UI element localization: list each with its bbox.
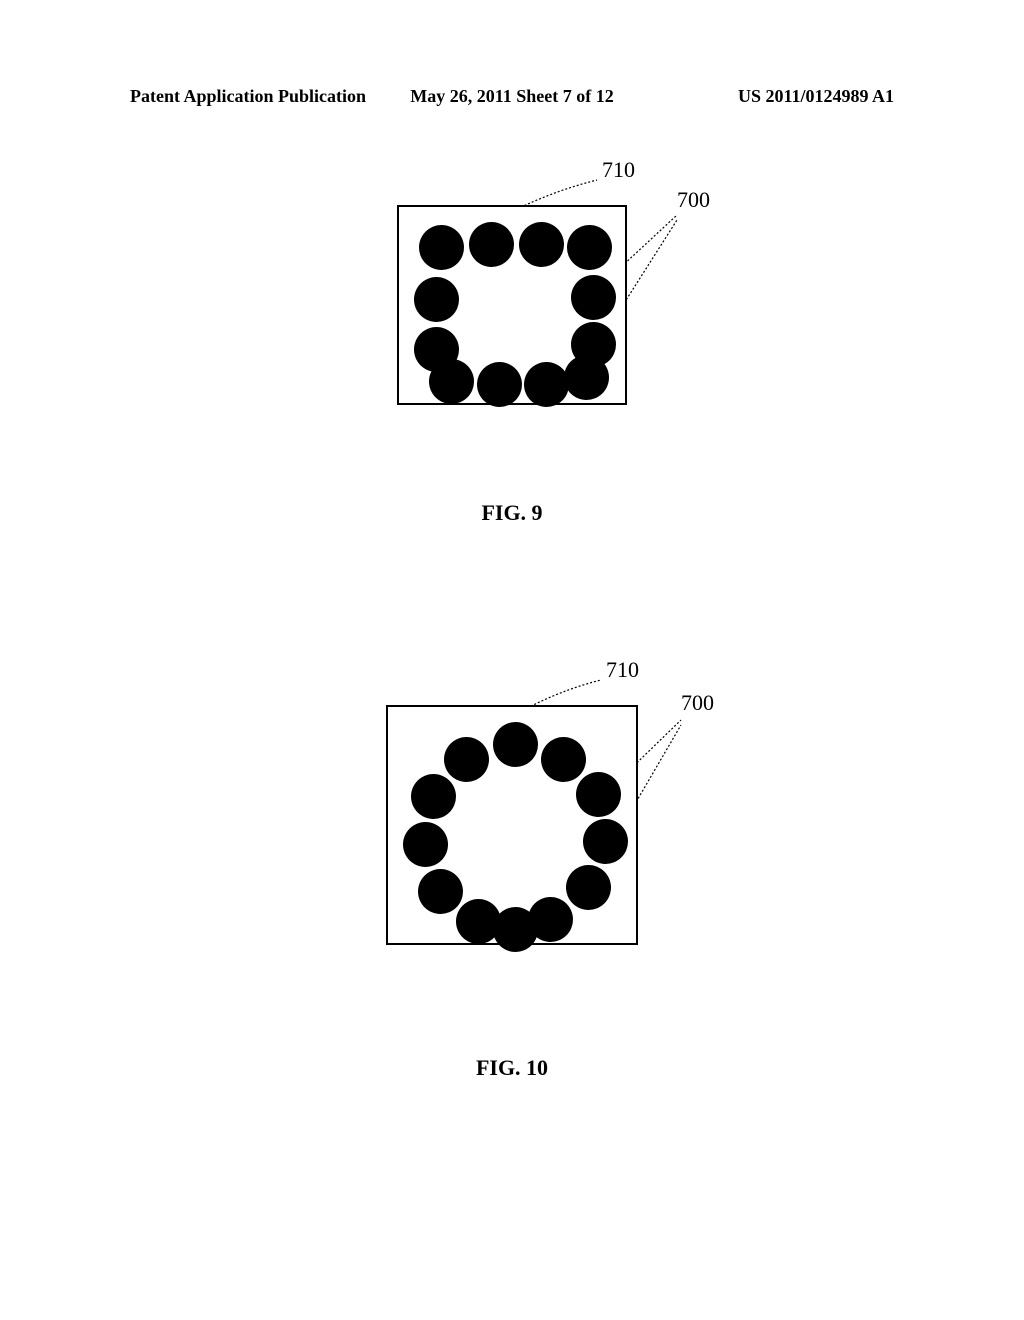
circle-element <box>567 225 612 270</box>
circle-element <box>419 225 464 270</box>
figure-9-caption: FIG. 9 <box>481 500 542 526</box>
circle-element <box>564 355 609 400</box>
label-710-fig10: 710 <box>606 657 639 683</box>
circle-element <box>576 772 621 817</box>
circle-element <box>411 774 456 819</box>
circle-element <box>571 275 616 320</box>
circle-element <box>524 362 569 407</box>
circle-element <box>414 277 459 322</box>
circle-element <box>418 869 463 914</box>
figure-9-container: 710 700 <box>397 205 627 405</box>
label-700-fig9: 700 <box>677 187 710 213</box>
circle-element <box>493 907 538 952</box>
figure-10-container: 710 700 <box>386 705 638 945</box>
circle-element <box>519 222 564 267</box>
header-date-sheet: May 26, 2011 Sheet 7 of 12 <box>385 86 640 107</box>
circle-element <box>566 865 611 910</box>
circle-element <box>541 737 586 782</box>
figure-10-box <box>386 705 638 945</box>
label-700-fig10: 700 <box>681 690 714 716</box>
figure-9-box <box>397 205 627 405</box>
circle-element <box>469 222 514 267</box>
figure-10-caption: FIG. 10 <box>476 1055 548 1081</box>
circle-element <box>583 819 628 864</box>
label-710-fig9: 710 <box>602 157 635 183</box>
circle-element <box>429 359 474 404</box>
header-patent-number: US 2011/0124989 A1 <box>639 86 894 107</box>
circle-element <box>477 362 522 407</box>
circle-element <box>493 722 538 767</box>
circle-element <box>403 822 448 867</box>
page-header: Patent Application Publication May 26, 2… <box>0 86 1024 107</box>
header-publication-type: Patent Application Publication <box>130 86 385 107</box>
circle-element <box>444 737 489 782</box>
